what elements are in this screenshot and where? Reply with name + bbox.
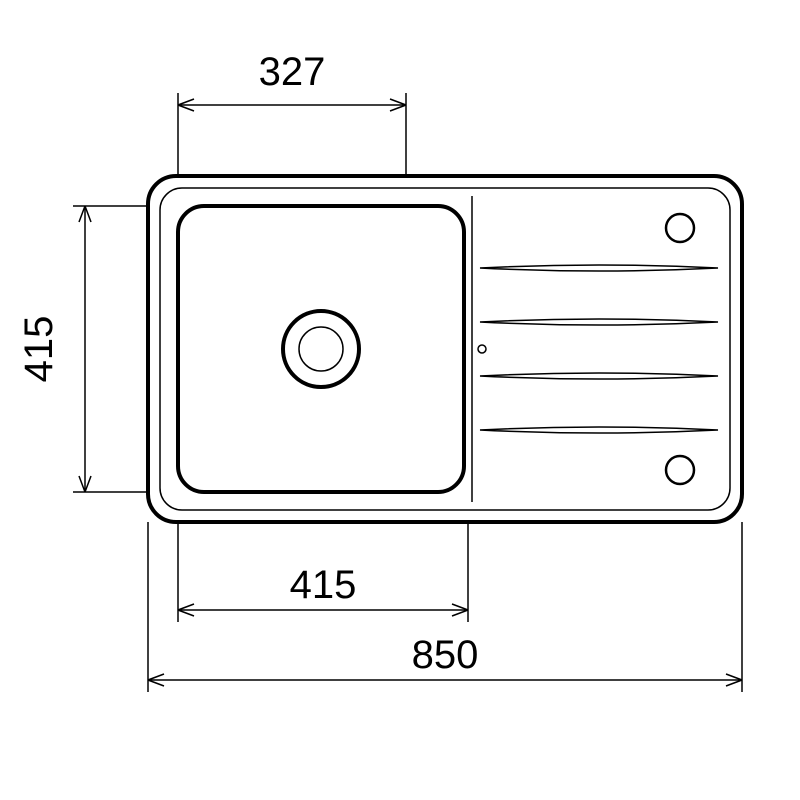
dim-850: 850	[412, 633, 479, 677]
dim-415-bottom: 415	[290, 563, 357, 607]
dim-327: 327	[259, 50, 326, 94]
dim-415-left: 415	[17, 316, 61, 383]
sink-technical-drawing: 327 415 415 850	[0, 0, 800, 800]
